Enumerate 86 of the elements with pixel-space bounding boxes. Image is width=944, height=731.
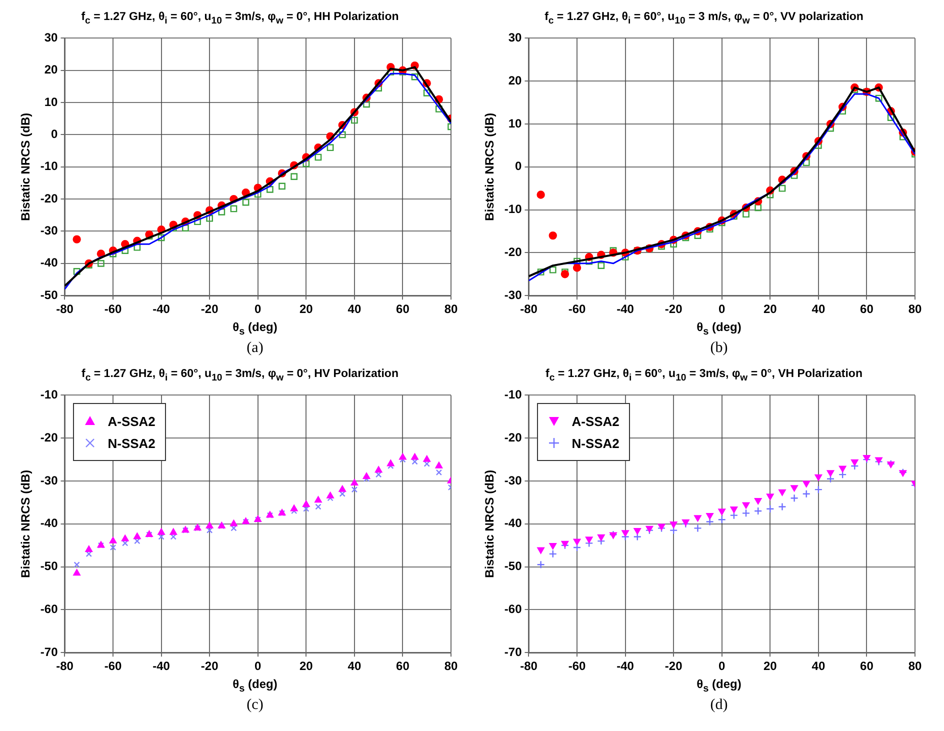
legend-label: A-SSA2 [572, 414, 620, 429]
y-tick-label: -70 [504, 644, 522, 659]
x-tick-label: 20 [763, 302, 778, 316]
text: (c) [246, 697, 264, 715]
x-tick-label: -80 [520, 302, 538, 316]
x-tick-label: 40 [348, 659, 362, 674]
x-tick-label: 40 [812, 302, 826, 316]
legend-label: N-SSA2 [572, 436, 620, 451]
y-tick-label: 0 [515, 159, 522, 174]
y-axis-title: Bistatic NRCS (dB) [482, 112, 497, 221]
x-axis-title: θ$_{s}$ (deg) [696, 677, 742, 696]
x-tick-label: 60 [860, 659, 874, 674]
y-tick-label: -30 [40, 224, 58, 238]
chart-title: f$_{c}$ = 1.27 GHz, θ$_{i}$ = 60°, u$_{10}$ = 3m/s, φ$_{w}$ = 0°, HH Polarization [81, 11, 399, 26]
y-tick-label: -10 [40, 388, 58, 402]
x-axis-title: θ$_{s}$ (deg) [696, 320, 742, 340]
x-tick-label: 20 [299, 659, 314, 674]
x-tick-label: -20 [664, 302, 683, 316]
x-tick-label: -80 [520, 659, 538, 674]
y-tick-label: -50 [40, 559, 58, 574]
y-axis-title: Bistatic NRCS (dB) [18, 470, 33, 578]
chart-title: f$_{c}$ = 1.27 GHz, θ$_{i}$ = 60°, u$_{10}$ = 3 m/s, φ$_{w}$ = 0°, VV polarization [544, 11, 864, 26]
chart-title: f$_{c}$ = 1.27 GHz, θ$_{i}$ = 60°, u$_{10}$ = 3m/s, φ$_{w}$ = 0°, VH Polarization [546, 368, 862, 384]
y-tick-label: 30 [508, 30, 522, 45]
y-tick-label: -40 [40, 516, 58, 530]
y-tick-label: -10 [504, 202, 522, 216]
y-tick-label: -10 [504, 388, 522, 402]
x-tick-label: 80 [908, 659, 922, 674]
x-tick-label: -40 [616, 659, 634, 674]
y-tick-label: -10 [40, 159, 58, 174]
x-tick-label: -60 [104, 659, 122, 674]
y-tick-label: 0 [51, 127, 58, 142]
x-tick-label: -60 [568, 659, 586, 674]
x-tick-label: 40 [348, 302, 362, 316]
y-tick-label: -30 [504, 473, 522, 488]
y-tick-label: -50 [504, 559, 522, 574]
y-tick-label: -30 [40, 473, 58, 488]
x-tick-label: 80 [444, 659, 458, 674]
x-axis-title: θ$_{s}$ (deg) [232, 677, 278, 696]
legend-label: A-SSA2 [108, 414, 156, 429]
y-tick-label: -40 [504, 516, 522, 530]
y-tick-label: 10 [508, 116, 522, 130]
x-tick-label: 20 [299, 302, 314, 316]
y-tick-label: -20 [40, 191, 58, 206]
x-tick-label: 80 [444, 302, 458, 316]
x-tick-label: -40 [152, 659, 170, 674]
text: (a) [246, 340, 264, 358]
y-tick-label: -30 [504, 288, 522, 302]
text: (b) [709, 340, 728, 358]
x-tick-label: -80 [56, 302, 74, 316]
y-tick-label: -20 [504, 245, 522, 260]
text: (d) [709, 697, 728, 715]
x-axis-title: θ$_{s}$ (deg) [232, 320, 278, 340]
x-tick-label: -20 [200, 302, 219, 316]
x-tick-label: 0 [718, 302, 726, 316]
y-tick-label: 30 [44, 30, 58, 45]
y-axis-title: Bistatic NRCS (dB) [18, 112, 33, 221]
x-tick-label: 20 [763, 659, 778, 674]
x-tick-label: -40 [152, 302, 170, 316]
x-tick-label: -80 [56, 659, 74, 674]
x-tick-label: 0 [254, 659, 262, 674]
y-tick-label: 20 [44, 62, 58, 77]
x-tick-label: -60 [568, 302, 586, 316]
y-tick-label: -40 [40, 256, 58, 270]
y-axis-title: Bistatic NRCS (dB) [482, 470, 497, 578]
y-tick-label: -50 [40, 288, 58, 302]
y-tick-label: -70 [40, 644, 58, 659]
x-tick-label: -60 [104, 302, 122, 316]
y-tick-label: -20 [504, 430, 522, 444]
x-tick-label: 0 [254, 302, 262, 316]
y-tick-label: -60 [504, 602, 522, 616]
x-tick-label: -20 [200, 659, 219, 674]
x-tick-label: -40 [616, 302, 634, 316]
x-tick-label: 40 [812, 659, 826, 674]
y-tick-label: 20 [508, 73, 522, 88]
legend-label: N-SSA2 [108, 436, 156, 451]
y-tick-label: -20 [40, 430, 58, 444]
x-tick-label: 60 [396, 659, 410, 674]
x-tick-label: 60 [860, 302, 874, 316]
y-tick-label: 10 [44, 94, 58, 109]
x-tick-label: 60 [396, 302, 410, 316]
x-tick-label: -20 [664, 659, 683, 674]
x-tick-label: 0 [718, 659, 726, 674]
y-tick-label: -60 [40, 602, 58, 616]
x-tick-label: 80 [908, 302, 922, 316]
chart-title: f$_{c}$ = 1.27 GHz, θ$_{i}$ = 60°, u$_{10}$ = 3m/s, φ$_{w}$ = 0°, HV Polarization [82, 368, 398, 384]
